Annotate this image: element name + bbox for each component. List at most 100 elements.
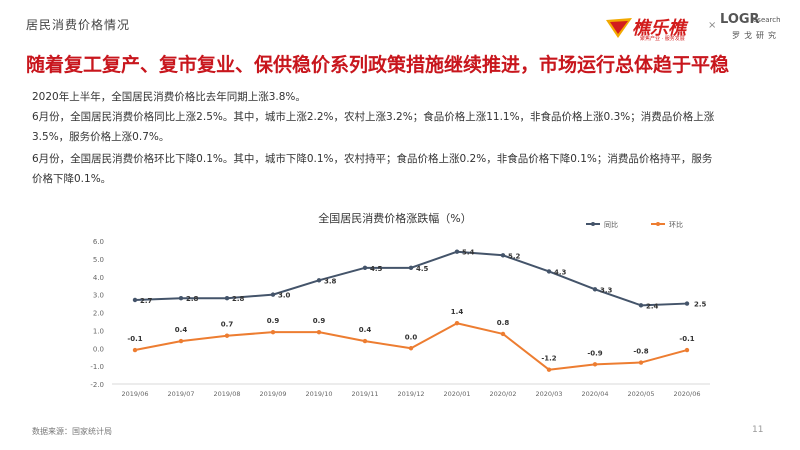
data-point	[316, 329, 322, 335]
data-label: 2.8	[232, 295, 245, 303]
data-label: 0.8	[497, 319, 510, 327]
data-point	[362, 338, 368, 344]
data-point	[270, 292, 276, 297]
data-label: 0.0	[405, 333, 418, 341]
section-title: 居民消费价格情况	[26, 18, 131, 32]
y-axis: 6.0 5.0 4.0 3.0 2.0 1.0 0.0 -1.0 -2.0	[90, 238, 104, 389]
y-tick-label: 3.0	[93, 292, 104, 300]
partner-logo-text: 樵乐樵	[632, 18, 686, 39]
y-tick-label: 2.0	[93, 310, 104, 318]
data-point	[592, 287, 598, 292]
data-label: 2.7	[140, 297, 153, 305]
x-tick-label: 2020/05	[627, 390, 654, 398]
data-point	[500, 253, 506, 258]
chart-title: 全国居民消费价格涨跌幅（%）	[318, 211, 471, 225]
partner-logo: 樵乐樵 聚焦产业 · 服务发展	[604, 14, 704, 42]
x-tick-label: 2019/07	[167, 390, 194, 398]
x-tick-label: 2020/06	[673, 390, 700, 398]
x-tick-label: 2019/08	[213, 390, 240, 398]
data-point	[132, 297, 138, 303]
data-label: -0.8	[633, 348, 648, 356]
y-tick-label: -1.0	[90, 363, 104, 371]
data-label: 4.5	[370, 265, 383, 273]
chart-legend: 同比 环比	[586, 220, 683, 229]
x-tick-label: 2019/06	[121, 390, 148, 398]
data-label: 5.2	[508, 252, 521, 260]
data-label: 3.8	[324, 277, 337, 285]
partner-logo-icon	[606, 18, 632, 38]
x-tick-label: 2020/01	[443, 390, 470, 398]
data-label: 2.5	[694, 301, 707, 309]
data-label: 0.9	[267, 317, 280, 325]
data-label: 2.8	[186, 295, 199, 303]
y-tick-label: 5.0	[93, 256, 104, 264]
data-point	[454, 249, 460, 254]
x-tick-label: 2019/12	[397, 390, 424, 398]
logo-separator: ×	[708, 20, 717, 31]
data-label: 4.5	[416, 265, 429, 273]
x-tick-label: 2019/09	[259, 390, 286, 398]
logr-logo-small-text: esearch	[753, 16, 781, 24]
data-point	[408, 346, 414, 351]
paragraph-2-line-2: 3.5%，服务价格上涨0.7%。	[32, 131, 170, 143]
legend-marker	[656, 222, 660, 226]
x-tick-label: 2019/11	[351, 390, 378, 398]
legend-label: 同比	[604, 220, 618, 229]
data-label: 0.4	[359, 326, 372, 334]
data-point	[684, 301, 690, 306]
y-tick-label: 6.0	[93, 238, 104, 246]
x-tick-label: 2020/02	[489, 390, 516, 398]
legend-label: 环比	[669, 220, 683, 229]
data-label: 5.4	[462, 249, 475, 257]
data-label: 2.4	[646, 302, 659, 310]
x-tick-label: 2020/04	[581, 390, 608, 398]
paragraph-1: 2020年上半年，全国居民消费价格比去年同期上涨3.8%。	[32, 91, 306, 103]
x-tick-label: 2019/10	[305, 390, 332, 398]
x-axis: 2019/06 2019/07 2019/08 2019/09 2019/10 2019/…	[112, 383, 710, 398]
data-point	[408, 265, 414, 271]
y-tick-label: 4.0	[93, 274, 104, 282]
data-label: 0.4	[175, 326, 188, 334]
data-point	[178, 338, 184, 344]
data-label: -1.2	[541, 355, 556, 363]
paragraph-3-line-2: 价格下降0.1%。	[32, 173, 112, 185]
cpi-line-chart: 全国居民消费价格涨跌幅（%） 同比 环比 6.0 5.0 4.0 3.0 2.0 1.0 0.…	[90, 211, 710, 398]
data-label: 4.3	[554, 268, 567, 276]
data-label: 3.0	[278, 292, 291, 300]
partner-logo-subtitle: 聚焦产业 · 服务发展	[640, 36, 685, 42]
page-number: 11	[752, 425, 764, 435]
data-point	[224, 333, 230, 338]
data-label: -0.9	[587, 349, 602, 357]
data-point	[270, 329, 276, 335]
logo-area: 樵乐樵 聚焦产业 · 服务发展 × LOGR esearch 罗戈研究	[604, 8, 790, 42]
data-point	[500, 331, 506, 337]
data-label: 0.7	[221, 321, 234, 329]
paragraph-2-line-1: 6月份，全国居民消费价格同比上涨2.5%。其中，城市上涨2.2%，农村上涨3.2…	[32, 111, 715, 123]
legend-marker	[591, 222, 595, 226]
data-point	[592, 362, 598, 367]
data-label: 0.9	[313, 317, 326, 325]
data-point	[178, 296, 184, 301]
data-source: 数据来源：国家统计局	[32, 427, 112, 436]
series-line-yoy	[134, 250, 688, 307]
data-point	[546, 367, 552, 372]
data-point	[316, 278, 322, 283]
data-point	[224, 296, 230, 301]
y-tick-label: 0.0	[93, 345, 104, 353]
data-point	[638, 303, 644, 308]
data-point	[684, 347, 690, 353]
x-tick-label: 2020/03	[535, 390, 562, 398]
data-point	[546, 269, 552, 274]
data-label: -0.1	[679, 335, 694, 343]
data-label: -0.1	[127, 335, 142, 343]
headline: 随着复工复产、复市复业、保供稳价系列政策措施继续推进，市场运行总体趋于平稳	[26, 54, 730, 76]
data-point	[638, 360, 644, 365]
logr-logo-cn-text: 罗戈研究	[732, 31, 780, 40]
logr-logo: LOGR esearch 罗戈研究	[720, 12, 790, 42]
data-point	[454, 321, 460, 326]
data-label: 3.3	[600, 286, 613, 294]
y-tick-label: -2.0	[90, 381, 104, 389]
logr-logo-text: LOGR	[720, 12, 760, 27]
paragraph-3-line-1: 6月份，全国居民消费价格环比下降0.1%。其中，城市下降0.1%，农村持平；食品…	[32, 153, 713, 165]
y-tick-label: 1.0	[93, 327, 104, 335]
